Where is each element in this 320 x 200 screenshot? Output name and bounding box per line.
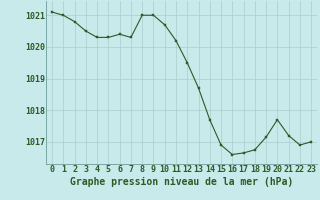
X-axis label: Graphe pression niveau de la mer (hPa): Graphe pression niveau de la mer (hPa) bbox=[70, 177, 293, 187]
